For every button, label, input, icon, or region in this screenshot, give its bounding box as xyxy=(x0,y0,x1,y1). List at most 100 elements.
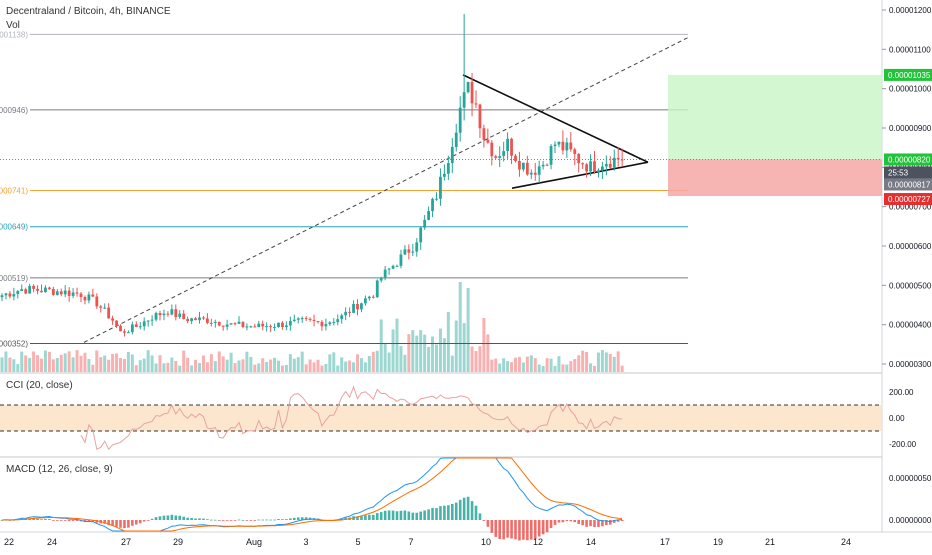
macd-histogram-bar xyxy=(466,496,470,520)
macd-histogram-bar xyxy=(435,508,438,520)
candle-body xyxy=(32,285,35,289)
candle-body xyxy=(522,162,525,170)
long-position-tool[interactable] xyxy=(0,74,882,197)
candle-body xyxy=(383,269,387,278)
symbol-title[interactable]: Decentraland / Bitcoin, 4h, BINANCE xyxy=(6,6,171,17)
candle-body xyxy=(407,249,411,253)
macd-histogram-bar xyxy=(423,510,426,520)
candle-body xyxy=(573,149,577,154)
macd-histogram-bar xyxy=(269,519,272,521)
volume-bar xyxy=(229,352,233,372)
candle-body xyxy=(273,327,276,329)
candle-body xyxy=(352,303,355,313)
candle-body xyxy=(502,151,506,157)
volume-bar xyxy=(146,350,150,372)
candle-body xyxy=(557,141,561,145)
volume-bar xyxy=(498,363,502,372)
volume-bar xyxy=(387,352,391,372)
macd-histogram-bar xyxy=(514,520,517,540)
macd-histogram-bar xyxy=(565,520,569,521)
volume-bar xyxy=(198,363,201,372)
candle-body xyxy=(127,332,130,334)
macd-histogram-bar xyxy=(447,505,450,520)
candle-body xyxy=(16,290,20,295)
candle-body xyxy=(490,142,494,157)
candle-body xyxy=(478,104,482,129)
volume-bar xyxy=(12,359,16,372)
candle-body xyxy=(601,166,604,171)
date-tick-label: 17 xyxy=(660,537,670,547)
macd-histogram-bar xyxy=(32,518,35,520)
volume-bar xyxy=(8,357,12,372)
candle-body xyxy=(12,294,16,297)
candle-body xyxy=(612,157,616,168)
date-tick-label: 29 xyxy=(173,537,183,547)
fibonacci-retracement[interactable]: 0(0.00001138) 0.236(0.00000946) 0.5(0.0000… xyxy=(0,30,688,349)
date-tick-label: 10 xyxy=(481,537,491,547)
candle-body xyxy=(569,142,573,150)
macd-histogram-bar xyxy=(36,518,39,520)
candle-body xyxy=(585,164,588,172)
volume-bar xyxy=(261,358,265,372)
macd-histogram-bar xyxy=(273,519,276,521)
candle-body xyxy=(462,92,466,108)
candle-body xyxy=(604,163,608,167)
volume-bar xyxy=(458,282,462,372)
date-axis[interactable]: 22 24 27 29 Aug 3 5 7 10 12 14 17 19 21 24 xyxy=(4,537,851,547)
macd-histogram-bar xyxy=(577,520,580,524)
volume-bar xyxy=(320,365,324,372)
macd-histogram-bar xyxy=(202,518,205,520)
volume-bar xyxy=(324,363,328,372)
volume-bar xyxy=(241,359,245,372)
volume-bar xyxy=(482,318,486,372)
volume-bar xyxy=(379,319,383,372)
volume-bar xyxy=(154,363,158,372)
macd-histogram-bar xyxy=(166,515,170,520)
volume-bar xyxy=(557,356,561,372)
volume-bar xyxy=(419,330,423,372)
candle-body xyxy=(178,313,182,318)
candle-body xyxy=(387,268,391,270)
candle-body xyxy=(292,319,296,321)
candle-body xyxy=(340,315,344,320)
trend-lines[interactable] xyxy=(83,37,689,343)
macd-histogram-bar xyxy=(158,516,162,520)
candle-body xyxy=(8,293,12,297)
volume-bar xyxy=(221,356,225,372)
volume-bar xyxy=(344,361,348,372)
candle-body xyxy=(450,146,454,164)
price-tick-label: 0.00000500 xyxy=(889,281,932,290)
volume-bar xyxy=(435,344,438,372)
volume-bar xyxy=(442,338,446,372)
volume-bar xyxy=(95,350,99,372)
candle-body xyxy=(123,331,126,333)
cci-band xyxy=(0,405,882,431)
candle-body xyxy=(269,326,272,328)
candle-body xyxy=(348,311,351,313)
candle-body xyxy=(545,164,549,166)
macd-histogram-bar xyxy=(585,520,588,527)
volume-bar xyxy=(87,358,91,372)
candle-body xyxy=(134,324,138,328)
macd-histogram-bar xyxy=(59,520,63,521)
macd-histogram-bar xyxy=(198,518,201,520)
candle-body xyxy=(249,326,253,328)
price-badge xyxy=(884,68,932,81)
macd-histogram-bar xyxy=(217,520,221,521)
macd-histogram-bar xyxy=(103,520,106,524)
price-axis[interactable]: 0.00001200 0.00001100 0.00001000 0.00000900… xyxy=(882,6,932,525)
macd-histogram-bar xyxy=(415,512,419,520)
date-tick-label: Aug xyxy=(246,537,262,547)
macd-histogram-bar xyxy=(545,520,549,533)
macd-histogram-bar xyxy=(265,519,268,521)
macd-histogram-bar xyxy=(372,514,375,520)
macd-histogram-bar xyxy=(245,520,249,521)
candle-body xyxy=(577,153,581,164)
volume-bar xyxy=(174,360,178,372)
cci-title[interactable]: CCI (20, close) xyxy=(6,380,73,391)
macd-title[interactable]: MACD (12, 26, close, 9) xyxy=(6,464,113,475)
candle-body xyxy=(115,320,118,326)
volume-bar xyxy=(43,350,47,372)
